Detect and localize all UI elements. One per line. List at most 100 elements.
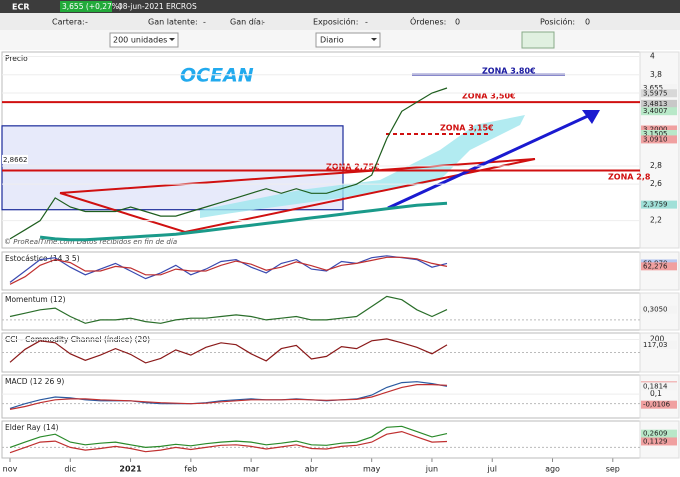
panel-frame: [1, 251, 641, 291]
info-value: -: [85, 18, 88, 27]
x-tick-label: sep: [606, 465, 620, 474]
y-tick-label: 2,6: [650, 179, 662, 188]
panel-frame: [1, 420, 641, 459]
y-tick-label: 2,2: [650, 216, 662, 225]
date: 08-jun-2021 ERCROS: [118, 2, 197, 11]
x-tick-label: nov: [3, 465, 18, 474]
series-line: [39, 201, 448, 242]
price-box: [60, 1, 112, 12]
headline: OCEAN: [180, 65, 254, 87]
series-line: [9, 384, 448, 410]
panel-frame: [1, 374, 641, 419]
panel-title: MACD (12 26 9): [5, 377, 64, 386]
x-tick-label: ago: [545, 465, 560, 474]
units-dropdown[interactable]: [109, 32, 179, 48]
x-tick-label: mar: [243, 465, 260, 474]
arrow-head: [582, 110, 600, 124]
series-line: [9, 425, 448, 449]
x-tick-label: abr: [305, 465, 319, 474]
price-marker: [641, 99, 677, 108]
info-bar: [0, 13, 680, 30]
info-label: Gan latente:: [148, 18, 198, 27]
y-tick-label: 2,8: [650, 161, 662, 170]
price-marker: [641, 84, 677, 93]
price-marker-label: 117,03: [643, 341, 668, 349]
dropdown-arrow: [371, 38, 377, 41]
x-tick-label: jul: [486, 465, 497, 474]
y-tick-label: 4: [650, 52, 655, 61]
info-label: Órdenes:: [410, 16, 446, 27]
arrow: [387, 113, 591, 210]
footnote: © ProRealTime.com Datos recibidos en fin…: [4, 238, 177, 246]
price-marker-label: 62,276: [643, 262, 668, 270]
right-axis: [639, 332, 680, 373]
info-value: -: [203, 18, 206, 27]
panel-title: Estocástico (14 3 5): [5, 254, 80, 263]
info-label: Posición:: [540, 17, 575, 27]
price-marker-label: 2,3759: [643, 201, 668, 209]
panel-title: Momentum (12): [5, 295, 66, 304]
x-tick-label: 2021: [119, 465, 142, 474]
price-marker: [641, 130, 677, 139]
right-axis: [639, 251, 680, 291]
zone-label: ZONA 2,75€: [326, 163, 380, 172]
price-marker: [641, 200, 677, 209]
series-line: [9, 338, 448, 364]
price-marker-label: 3,4007: [643, 107, 668, 115]
price-marker-label: 0,1814: [643, 382, 668, 390]
zone-label: ZONA 3,80€: [482, 67, 536, 76]
price-marker-label: 3,0910: [643, 135, 668, 143]
zone-label: ZONA 3,15€: [440, 124, 494, 133]
price-marker: [641, 262, 677, 271]
price-marker-label: 3,5975: [643, 89, 668, 97]
left-marker-label: 2,8662: [3, 156, 28, 164]
series-line: [9, 255, 448, 283]
price-marker-label: 3,2000: [643, 125, 668, 133]
price-marker-label: 0,1129: [643, 437, 668, 445]
series-line: [9, 430, 448, 454]
chart-type-button[interactable]: [521, 31, 555, 49]
price-marker: [641, 429, 677, 438]
zone-box: [1, 125, 344, 211]
price-marker-label: 0,3050: [643, 306, 668, 314]
period: Diario: [320, 36, 344, 45]
series-line: [9, 256, 448, 285]
price-marker: [641, 107, 677, 116]
units: 200 unidades: [113, 36, 167, 45]
dropdown-arrow: [169, 38, 175, 41]
price-marker-label: 3,655: [643, 84, 663, 92]
price-marker: [641, 340, 677, 349]
title-bar: [0, 0, 680, 13]
price-marker: [641, 89, 677, 98]
price-marker: [641, 135, 677, 144]
price-marker: [641, 437, 677, 446]
panel-title: Elder Ray (14): [5, 423, 59, 432]
period-dropdown[interactable]: [315, 32, 381, 48]
zone-label: ZONA 3,50€: [462, 92, 516, 101]
price-marker-label: 3,1505: [643, 130, 668, 138]
symbol: ECR: [12, 3, 30, 12]
zone-label: ZONA 2,8: [608, 173, 651, 182]
x-tick-label: jun: [425, 465, 438, 474]
y-tick-label: 200: [650, 335, 665, 344]
x-tick-label: may: [363, 465, 381, 474]
price-marker-label: 3,4813: [643, 100, 668, 108]
series-line: [9, 295, 448, 324]
info-value: 0: [585, 18, 590, 27]
info-label: Gan día:: [230, 18, 264, 27]
cloud: [200, 115, 525, 218]
info-label: Exposición:: [313, 17, 358, 27]
info-value: -: [262, 18, 265, 27]
price-marker: [641, 382, 677, 391]
x-tick-label: dic: [64, 465, 76, 474]
info-value: -: [365, 18, 368, 27]
price-marker-label: 0,2609: [643, 430, 668, 438]
info-label: Cartera:: [52, 18, 85, 27]
left-marker: [2, 154, 28, 164]
panel-title: Precio: [5, 54, 28, 63]
y-tick-label: 0,1: [650, 389, 662, 398]
y-tick-label: 3,8: [650, 70, 662, 79]
price-marker: [641, 305, 677, 314]
panel-frame: [1, 292, 641, 331]
